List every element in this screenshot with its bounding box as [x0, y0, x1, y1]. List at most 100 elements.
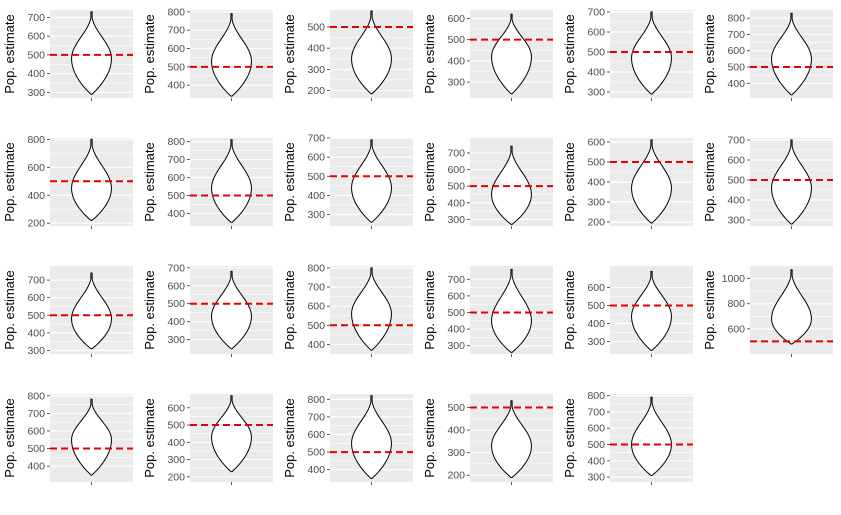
y-tick-label: 300 — [447, 77, 465, 89]
y-axis-title: Pop. estimate — [422, 398, 437, 478]
y-tick-label: 600 — [167, 402, 185, 414]
y-tick-label: 400 — [587, 318, 605, 330]
y-tick-label: 300 — [727, 215, 745, 227]
y-axis-title: Pop. estimate — [562, 398, 577, 478]
y-tick-label: 500 — [587, 157, 605, 169]
y-tick-label: 300 — [307, 209, 325, 221]
y-axis-title: Pop. estimate — [2, 270, 17, 350]
violin-panel-1: 300 400 500 600 700 Pop. estimate — [2, 10, 133, 101]
y-tick-label: 500 — [167, 61, 185, 73]
violin-panel-6: 400 500 600 700 800 Pop. estimate — [702, 10, 833, 101]
violin-shape — [771, 139, 812, 225]
y-axis-title: Pop. estimate — [2, 398, 17, 478]
violin-shape — [351, 139, 392, 223]
y-tick-label: 700 — [167, 25, 185, 37]
y-axis-title: Pop. estimate — [282, 398, 297, 478]
y-tick-label: 700 — [307, 282, 325, 294]
y-tick-label: 300 — [307, 64, 325, 76]
y-tick-label: 700 — [447, 147, 465, 159]
y-tick-label: 300 — [27, 345, 45, 357]
y-axis-title: Pop. estimate — [562, 270, 577, 350]
y-tick-label: 600 — [587, 282, 605, 294]
y-tick-label: 700 — [587, 7, 605, 19]
y-tick-label: 600 — [587, 423, 605, 435]
y-tick-label: 1000 — [722, 273, 746, 285]
y-tick-label: 600 — [307, 429, 325, 441]
y-tick-label: 600 — [27, 162, 45, 174]
y-axis-title: Pop. estimate — [562, 14, 577, 94]
y-tick-label: 800 — [27, 390, 45, 402]
violin-shape — [211, 395, 252, 473]
y-axis-title: Pop. estimate — [2, 142, 17, 222]
y-tick-label: 500 — [447, 307, 465, 319]
violin-shape — [491, 400, 532, 478]
violin-panel-19: 400 500 600 700 800 Pop. estimate — [2, 390, 133, 485]
y-axis-title: Pop. estimate — [562, 142, 577, 222]
y-tick-label: 700 — [167, 262, 185, 274]
y-tick-label: 500 — [587, 300, 605, 312]
y-tick-label: 300 — [447, 214, 465, 226]
y-axis-title: Pop. estimate — [142, 142, 157, 222]
y-tick-label: 700 — [27, 408, 45, 420]
y-tick-label: 500 — [727, 62, 745, 74]
y-tick-label: 600 — [447, 290, 465, 302]
violin-panel-5: 300 400 500 600 700 Pop. estimate — [562, 7, 693, 101]
violin-shape — [71, 138, 112, 221]
y-tick-label: 400 — [587, 177, 605, 189]
y-tick-label: 400 — [307, 43, 325, 55]
y-tick-label: 300 — [587, 197, 605, 209]
y-tick-label: 200 — [307, 85, 325, 97]
violin-panel-7: 200 400 600 800 Pop. estimate — [2, 134, 133, 230]
y-tick-label: 800 — [307, 394, 325, 406]
y-tick-label: 700 — [447, 274, 465, 286]
y-tick-label: 300 — [587, 87, 605, 99]
y-tick-label: 800 — [307, 262, 325, 274]
y-tick-label: 400 — [27, 461, 45, 473]
y-axis-title: Pop. estimate — [142, 270, 157, 350]
y-tick-label: 500 — [27, 310, 45, 322]
violin-shape — [631, 270, 672, 351]
y-tick-label: 500 — [447, 181, 465, 193]
y-tick-label: 500 — [167, 420, 185, 432]
violin-shape — [211, 13, 252, 97]
violin-panel-10: 300 400 500 600 700 Pop. estimate — [422, 138, 553, 229]
y-tick-label: 800 — [27, 134, 45, 146]
y-tick-label: 200 — [587, 217, 605, 229]
y-tick-label: 500 — [307, 171, 325, 183]
y-tick-label: 300 — [587, 336, 605, 348]
y-tick-label: 700 — [27, 275, 45, 287]
y-axis-title: Pop. estimate — [702, 270, 717, 350]
violin-panel-21: 400 500 600 700 800 Pop. estimate — [282, 394, 413, 485]
y-tick-label: 300 — [447, 340, 465, 352]
y-tick-label: 800 — [167, 6, 185, 18]
y-tick-label: 600 — [307, 301, 325, 313]
y-tick-label: 300 — [587, 472, 605, 484]
violin-panel-8: 400 500 600 700 800 Pop. estimate — [142, 136, 273, 229]
y-tick-label: 500 — [587, 439, 605, 451]
y-tick-label: 400 — [587, 455, 605, 467]
violin-shape — [351, 267, 392, 351]
y-tick-label: 400 — [167, 316, 185, 328]
y-tick-label: 600 — [167, 172, 185, 184]
violin-shape — [631, 396, 672, 476]
y-tick-label: 400 — [447, 425, 465, 437]
y-tick-label: 400 — [307, 190, 325, 202]
y-tick-label: 700 — [587, 406, 605, 418]
y-tick-label: 400 — [727, 78, 745, 90]
y-tick-label: 600 — [167, 280, 185, 292]
y-axis-title: Pop. estimate — [282, 14, 297, 94]
y-axis-title: Pop. estimate — [142, 14, 157, 94]
y-tick-label: 500 — [727, 175, 745, 187]
y-tick-label: 600 — [27, 425, 45, 437]
violin-shape — [491, 13, 532, 95]
violin-shape — [631, 11, 672, 95]
y-axis-title: Pop. estimate — [422, 270, 437, 350]
y-axis-title: Pop. estimate — [2, 14, 17, 94]
y-tick-label: 500 — [167, 190, 185, 202]
violin-panel-20: 200 300 400 500 600 Pop. estimate — [142, 394, 273, 485]
y-tick-label: 400 — [167, 80, 185, 92]
y-tick-label: 800 — [167, 136, 185, 148]
y-tick-label: 400 — [27, 68, 45, 80]
y-tick-label: 400 — [587, 67, 605, 79]
